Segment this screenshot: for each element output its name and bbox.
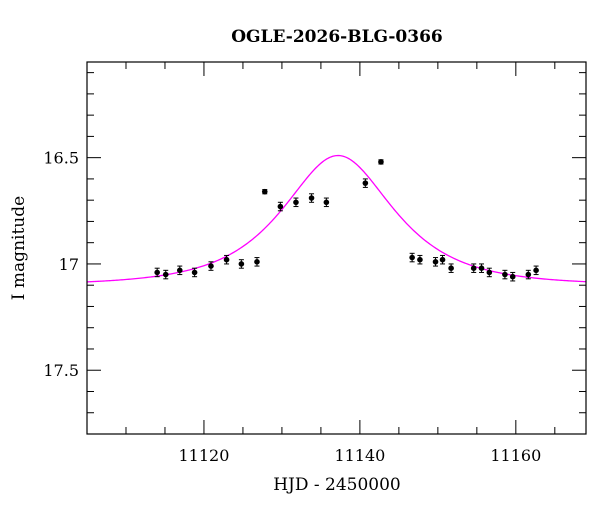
data-point bbox=[417, 254, 423, 265]
data-point bbox=[176, 265, 183, 276]
data-point-marker bbox=[362, 180, 369, 186]
x-tick-label: 11120 bbox=[179, 446, 230, 465]
data-point-marker bbox=[448, 265, 454, 271]
data-point-marker bbox=[261, 188, 268, 195]
data-point-marker bbox=[308, 195, 315, 201]
y-tick-label: 17.5 bbox=[43, 361, 79, 380]
data-point bbox=[533, 265, 539, 276]
data-point-marker bbox=[176, 267, 183, 274]
data-point-marker bbox=[486, 269, 493, 276]
data-point-marker bbox=[323, 199, 330, 206]
data-point-marker bbox=[409, 254, 415, 261]
data-point-marker bbox=[238, 261, 245, 267]
plot-area bbox=[87, 154, 586, 283]
data-point-marker bbox=[502, 271, 508, 278]
data-point bbox=[509, 271, 516, 282]
data-point bbox=[308, 193, 315, 203]
data-point-marker bbox=[223, 256, 230, 263]
data-point bbox=[470, 263, 477, 273]
data-point bbox=[154, 267, 160, 278]
data-point bbox=[191, 267, 198, 278]
data-point bbox=[439, 254, 446, 265]
data-point bbox=[478, 263, 485, 273]
x-axis-label: HJD - 2450000 bbox=[273, 475, 401, 495]
data-point bbox=[223, 254, 230, 265]
data-point bbox=[486, 267, 493, 278]
data-point-marker bbox=[439, 256, 446, 263]
data-point bbox=[323, 197, 330, 208]
x-tick-label: 11160 bbox=[490, 446, 541, 465]
data-point bbox=[261, 188, 268, 195]
x-tick-label: 11140 bbox=[334, 446, 385, 465]
data-point-marker bbox=[378, 159, 384, 165]
data-point-marker bbox=[417, 256, 423, 263]
data-point-marker bbox=[509, 273, 516, 280]
data-point bbox=[162, 269, 169, 280]
data-point-marker bbox=[470, 265, 477, 271]
y-tick-label: 17 bbox=[59, 255, 79, 274]
data-point-marker bbox=[293, 199, 299, 206]
data-point-marker bbox=[525, 271, 532, 278]
chart-title: OGLE-2026-BLG-0366 bbox=[231, 27, 443, 47]
data-point-marker bbox=[533, 267, 539, 274]
axis-ticks: 11120 11140 11160 16.5 17 17.5 bbox=[43, 62, 586, 465]
data-point-marker bbox=[478, 265, 485, 271]
data-point bbox=[525, 269, 532, 280]
data-point-marker bbox=[154, 269, 160, 276]
data-point bbox=[378, 159, 384, 165]
data-point bbox=[254, 257, 260, 267]
data-point-marker bbox=[432, 259, 439, 265]
y-tick-label: 16.5 bbox=[43, 149, 79, 168]
data-point bbox=[448, 263, 454, 273]
data-point bbox=[502, 269, 508, 280]
model-curve-line bbox=[87, 154, 586, 283]
y-axis-label: I magnitude bbox=[9, 196, 29, 300]
data-point bbox=[277, 201, 284, 212]
data-point bbox=[238, 259, 245, 269]
data-point-marker bbox=[254, 259, 260, 265]
data-point-marker bbox=[162, 271, 169, 278]
data-point-marker bbox=[191, 269, 198, 276]
plot-frame bbox=[86, 61, 587, 435]
data-point-marker bbox=[277, 203, 284, 210]
data-point bbox=[208, 261, 214, 271]
data-point bbox=[293, 197, 299, 208]
data-point-marker bbox=[208, 263, 214, 269]
data-point bbox=[432, 257, 439, 267]
data-point bbox=[362, 178, 369, 188]
data-point bbox=[409, 252, 415, 263]
